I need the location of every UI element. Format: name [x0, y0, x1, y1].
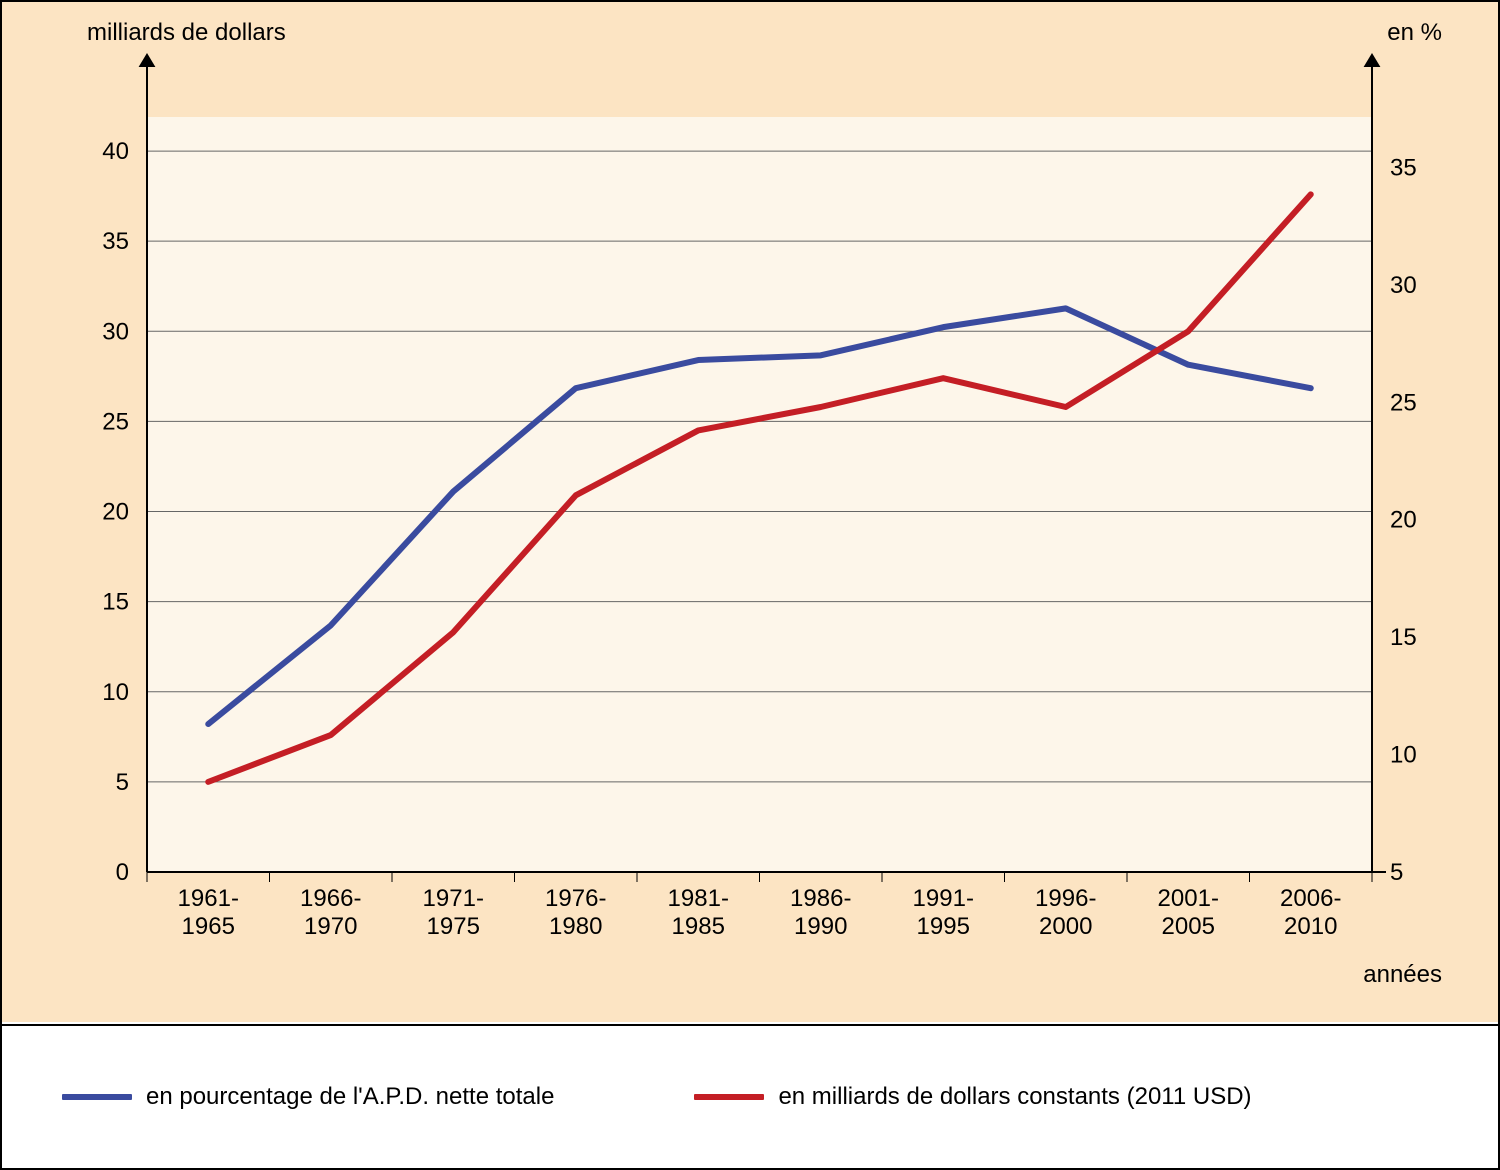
svg-text:1985: 1985: [672, 913, 725, 940]
svg-text:1981-: 1981-: [668, 885, 729, 912]
legend-panel: en pourcentage de l'A.P.D. nette totale …: [2, 1024, 1498, 1168]
svg-text:2005: 2005: [1162, 913, 1215, 940]
svg-text:35: 35: [102, 228, 129, 255]
svg-text:2010: 2010: [1284, 913, 1337, 940]
svg-text:1991-: 1991-: [913, 885, 974, 912]
svg-text:1976-: 1976-: [545, 885, 606, 912]
svg-text:30: 30: [1390, 272, 1417, 299]
svg-text:35: 35: [1390, 154, 1417, 181]
chart-container: 0 5 10 15 20 25 30 35 40 5 10 15 20 25 30 35 1961-1965 19…: [0, 0, 1500, 1170]
legend-item-1: en pourcentage de l'A.P.D. nette totale: [62, 1083, 554, 1111]
svg-text:1966-: 1966-: [300, 885, 361, 912]
svg-text:25: 25: [102, 408, 129, 435]
chart-svg: 0 5 10 15 20 25 30 35 40 5 10 15 20 25 30 35 1961-1965 19…: [2, 2, 1498, 1022]
svg-text:1986-: 1986-: [790, 885, 851, 912]
legend-label-2: en milliards de dollars constants (2011 …: [778, 1083, 1251, 1111]
svg-text:1980: 1980: [549, 913, 602, 940]
legend-label-1: en pourcentage de l'A.P.D. nette totale: [146, 1083, 554, 1111]
svg-text:1995: 1995: [917, 913, 970, 940]
svg-text:20: 20: [1390, 507, 1417, 534]
chart-panel: 0 5 10 15 20 25 30 35 40 5 10 15 20 25 30 35 1961-1965 19…: [2, 2, 1498, 1022]
svg-text:2001-: 2001-: [1158, 885, 1219, 912]
svg-text:1990: 1990: [794, 913, 847, 940]
svg-text:10: 10: [102, 679, 129, 706]
legend-item-2: en milliards de dollars constants (2011 …: [694, 1083, 1251, 1111]
svg-text:5: 5: [116, 769, 129, 796]
svg-text:5: 5: [1390, 859, 1403, 886]
svg-text:15: 15: [1390, 624, 1417, 651]
svg-text:2006-: 2006-: [1280, 885, 1341, 912]
svg-text:milliards de dollars: milliards de dollars: [87, 19, 286, 46]
svg-text:20: 20: [102, 499, 129, 526]
svg-text:25: 25: [1390, 389, 1417, 416]
svg-text:30: 30: [102, 318, 129, 345]
svg-text:1961-: 1961-: [178, 885, 239, 912]
svg-text:0: 0: [116, 859, 129, 886]
svg-text:2000: 2000: [1039, 913, 1092, 940]
svg-text:1971-: 1971-: [423, 885, 484, 912]
legend-swatch-2: [694, 1094, 764, 1100]
svg-text:1965: 1965: [182, 913, 235, 940]
svg-text:15: 15: [102, 589, 129, 616]
svg-text:10: 10: [1390, 742, 1417, 769]
svg-text:1975: 1975: [427, 913, 480, 940]
svg-text:en %: en %: [1387, 19, 1442, 46]
legend-swatch-1: [62, 1094, 132, 1100]
svg-text:1970: 1970: [304, 913, 357, 940]
svg-text:40: 40: [102, 138, 129, 165]
svg-text:années: années: [1363, 961, 1442, 988]
svg-text:1996-: 1996-: [1035, 885, 1096, 912]
